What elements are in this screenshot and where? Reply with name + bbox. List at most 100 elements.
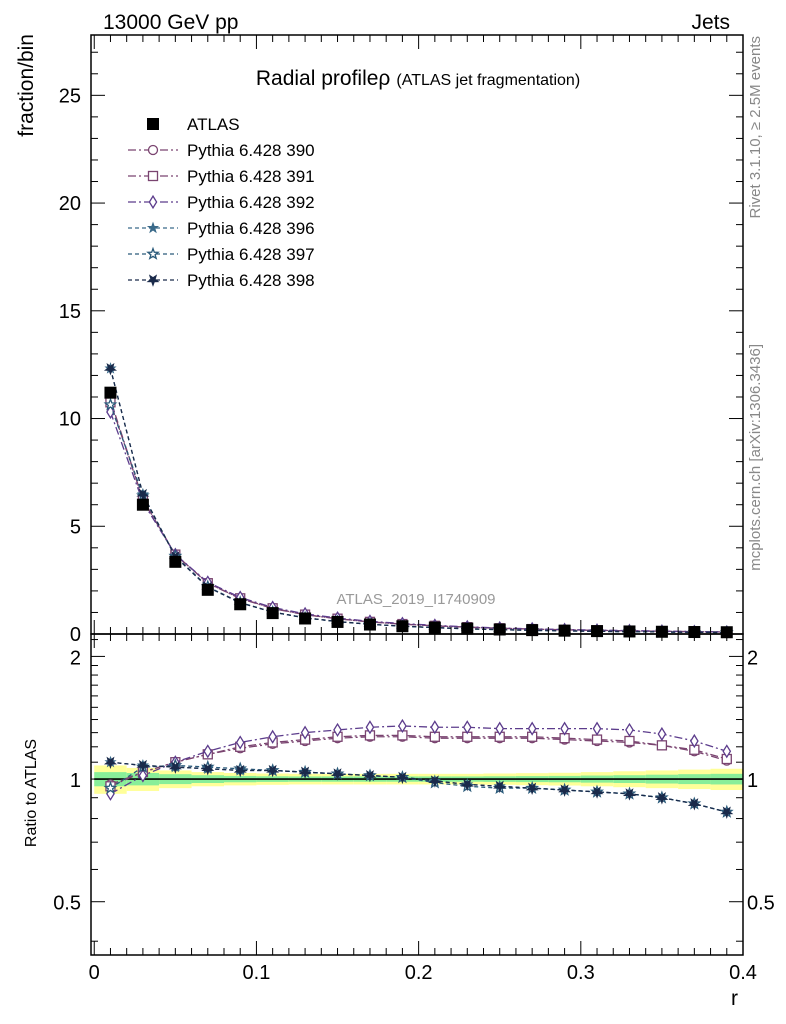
ratio-series-5-point-1 xyxy=(136,759,150,773)
ratio-series-2-point-12 xyxy=(495,721,505,736)
ratio-series-5-point-0-shape xyxy=(103,756,118,770)
legend-marker-0 xyxy=(147,144,159,156)
ratio-axes: 0.5 0.5 1 1 2 2 xyxy=(53,633,775,956)
series-5-point-0 xyxy=(103,363,118,376)
ratio-series-group xyxy=(103,718,734,819)
ratio-series-2-point-5-shape xyxy=(268,729,278,744)
ratio-series-5-point-12 xyxy=(493,780,507,794)
chart-title-text: Radial profile xyxy=(256,67,379,90)
atlas-data-point-1-shape xyxy=(136,498,149,511)
atlas-data-point-4-shape xyxy=(234,598,247,611)
atlas-data-point-4 xyxy=(234,598,247,611)
ratio-series-2-point-3-shape xyxy=(203,744,213,759)
ratio-series-5-point-13-shape xyxy=(525,782,539,796)
series-2-point-0-shape xyxy=(106,404,115,420)
ratio-series-5-point-16-shape xyxy=(622,788,637,801)
series-2-point-0 xyxy=(106,404,115,420)
ratio-series-5-point-19 xyxy=(720,806,734,819)
mcplots-label: mcplots.cern.ch [arXiv:1306.3436] xyxy=(747,344,764,571)
ratio-series-2-point-1-shape xyxy=(138,768,148,783)
ratio-tick-label-left-2: 2 xyxy=(70,647,81,669)
legend-marker-4-shape xyxy=(146,246,160,260)
ratio-series-5-point-8-shape xyxy=(363,770,377,783)
ratio-series-2-point-18 xyxy=(689,733,699,749)
legend-label-2: Pythia 6.428 392 xyxy=(187,193,315,212)
ratio-series-5-point-8 xyxy=(363,770,377,783)
ratio-series-5-point-10-shape xyxy=(428,775,442,788)
series-4-point-0-shape xyxy=(103,397,118,411)
ratio-series-5-point-6 xyxy=(298,766,312,780)
ratio-tick-label-left-1: 1 xyxy=(70,770,81,792)
ratio-series-2-point-17-shape xyxy=(657,726,667,742)
atlas-data-point-7 xyxy=(331,615,344,628)
x-tick-label-2: 0.2 xyxy=(405,962,433,984)
ratio-series-5-point-17 xyxy=(655,792,669,805)
atlas-data-point-5-shape xyxy=(266,607,279,620)
ratio-series-2-point-10-shape xyxy=(430,720,440,735)
ratio-panel: 0.5 0.5 1 1 2 2 Ratio to ATLAS xyxy=(23,633,775,956)
rivet-version-label: Rivet 3.1.10, ≥ 2.5M events xyxy=(747,36,764,219)
ratio-series-2-point-7 xyxy=(333,722,342,738)
ratio-series-2-point-9 xyxy=(398,718,407,734)
watermark-label: ATLAS_2019_I1740909 xyxy=(336,591,495,608)
ratio-series-5-point-16 xyxy=(622,788,637,801)
ratio-series-5-point-1-shape xyxy=(136,759,150,773)
ratio-series-2-point-11 xyxy=(462,720,472,735)
atlas-data-point-7-shape xyxy=(331,615,344,628)
ratio-series-4-point-0-shape xyxy=(103,780,118,795)
ratio-series-5-point-19-shape xyxy=(720,806,734,819)
ratio-series-2-point-19-shape xyxy=(722,744,732,759)
chart-title-symbol: ρ xyxy=(378,67,390,90)
ratio-series-5-point-9-shape xyxy=(395,771,409,785)
ratio-series-2-point-10 xyxy=(430,720,440,735)
ratio-series-5-point-7-shape xyxy=(330,768,345,781)
ratio-series-2-point-13 xyxy=(527,721,537,736)
legend-marker-5 xyxy=(146,274,160,287)
atlas-data-point-0 xyxy=(104,386,117,399)
legend-marker-4 xyxy=(146,246,160,260)
y-tick-label-0: 0 xyxy=(70,624,81,646)
y-tick-label-3: 15 xyxy=(59,301,81,323)
ratio-series-2-point-14-shape xyxy=(560,721,569,736)
ratio-series-2-point-6-shape xyxy=(300,725,310,740)
atlas-data-point-2-shape xyxy=(169,555,182,568)
atlas-data-point-5 xyxy=(266,607,279,620)
ratio-series-2-point-12-shape xyxy=(495,721,505,736)
ratio-series-5-point-11 xyxy=(460,778,474,792)
ratio-series-5-point-2-shape xyxy=(168,761,182,774)
ratio-series-2-point-16 xyxy=(625,722,634,738)
legend-marker-3 xyxy=(146,221,160,234)
ratio-tick-label-right-2: 2 xyxy=(747,647,758,669)
ratio-series-4-point-0 xyxy=(103,780,118,795)
atlas-data-point-6 xyxy=(299,612,312,625)
legend-label-0: Pythia 6.428 390 xyxy=(187,141,315,160)
header-left-label: 13000 GeV pp xyxy=(103,11,238,34)
legend-label-3: Pythia 6.428 396 xyxy=(187,219,315,238)
legend-marker-0-shape xyxy=(147,144,159,156)
ratio-series-1-point-15 xyxy=(591,734,603,745)
atlas-data-point-2 xyxy=(169,555,182,568)
ratio-series-5-point-7 xyxy=(330,768,345,781)
x-tick-label-4: 0.4 xyxy=(729,962,757,984)
series-5-point-0-shape xyxy=(103,363,118,376)
ratio-series-2-point-4 xyxy=(235,735,245,750)
ratio-series-2-point-11-shape xyxy=(462,720,472,735)
ratio-series-2-point-13-shape xyxy=(527,721,537,736)
ratio-series-5-point-11-shape xyxy=(460,778,474,792)
ratio-series-5-point-15-shape xyxy=(590,786,604,799)
ratio-series-5-point-2 xyxy=(168,761,182,774)
x-axis-label: r xyxy=(731,987,738,1010)
ratio-series-5-point-13 xyxy=(525,782,539,796)
legend-marker-2-shape xyxy=(148,194,158,210)
legend-marker-5-shape xyxy=(146,274,160,287)
ratio-series-5-point-18 xyxy=(687,798,701,811)
ratio-series-5-point-0 xyxy=(103,756,118,770)
ratio-series-2-point-14 xyxy=(560,721,569,736)
ratio-series-2-point-9-shape xyxy=(398,718,407,734)
ratio-series-5-point-15 xyxy=(590,786,604,799)
legend-marker-1-shape xyxy=(147,170,159,182)
ratio-series-5-point-14-shape xyxy=(558,784,572,797)
legend-marker-3-shape xyxy=(146,221,160,234)
ratio-series-5-point-17-shape xyxy=(655,792,669,805)
